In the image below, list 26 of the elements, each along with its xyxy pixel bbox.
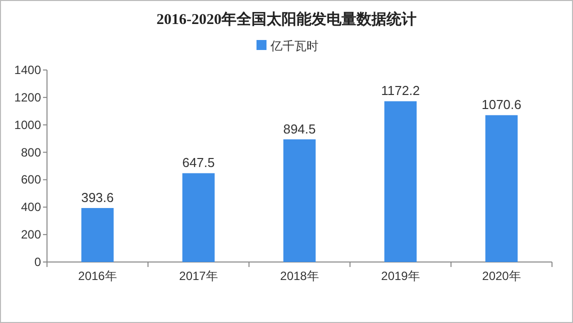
bar xyxy=(283,139,316,262)
data-label: 393.6 xyxy=(81,190,114,206)
y-tick-label: 200 xyxy=(20,228,42,242)
x-tick-label: 2018年 xyxy=(280,269,319,283)
data-label: 647.5 xyxy=(182,155,215,170)
x-tick-label: 2017年 xyxy=(179,269,218,283)
legend: 亿千瓦时 xyxy=(256,39,318,53)
bar xyxy=(81,208,114,262)
y-tick-label: 1200 xyxy=(14,90,42,104)
x-tick-label: 2016年 xyxy=(78,269,117,283)
data-label: 894.5 xyxy=(283,121,316,136)
data-label: 1070.6 xyxy=(482,97,522,112)
data-label: 1172.2 xyxy=(381,83,420,98)
y-tick-label: 800 xyxy=(20,145,42,160)
y-tick-label: 1400 xyxy=(14,63,42,77)
y-tick-label: 0 xyxy=(34,255,42,269)
bar xyxy=(182,173,215,262)
chart-title: 2016-2020年全国太阳能发电量数据统计 xyxy=(156,11,416,28)
y-tick-label: 1000 xyxy=(14,118,42,132)
x-tick-label: 2020年 xyxy=(482,269,521,283)
bar xyxy=(384,101,417,262)
x-tick-label: 2019年 xyxy=(381,269,420,283)
y-tick-label: 400 xyxy=(20,200,42,214)
legend-label: 亿千瓦时 xyxy=(270,39,318,53)
bar xyxy=(485,115,518,262)
y-tick-label: 600 xyxy=(20,172,42,187)
